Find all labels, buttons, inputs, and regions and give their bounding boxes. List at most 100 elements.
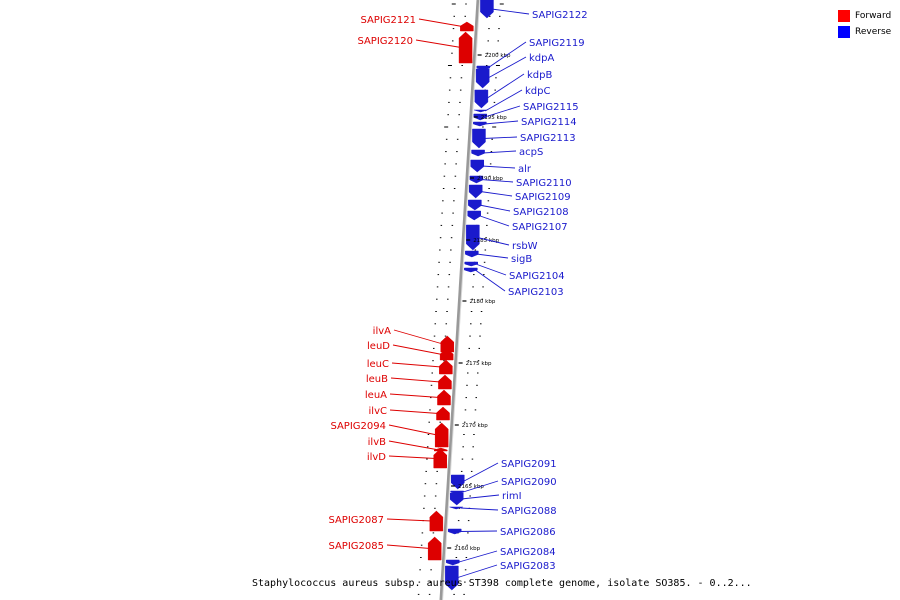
gene-label[interactable]: SAPIG2109 (515, 192, 571, 203)
gene-label[interactable]: SAPIG2122 (532, 10, 588, 21)
gene-label[interactable]: alr (518, 164, 532, 175)
gene-label[interactable]: leuB (366, 374, 388, 385)
gene-label[interactable]: rsbW (512, 241, 538, 252)
gene-sapig2086[interactable] (447, 528, 462, 535)
gene-label[interactable]: leuD (367, 341, 390, 352)
gene-alr[interactable] (470, 159, 485, 173)
scale-label: 2165 kbp (458, 484, 484, 490)
gene-sapig2114[interactable] (473, 121, 487, 127)
gene-sapig2121[interactable] (460, 21, 474, 32)
gene-label[interactable]: rimI (502, 491, 522, 502)
gene-label[interactable]: SAPIG2114 (521, 117, 577, 128)
gene-label[interactable]: SAPIG2108 (513, 207, 569, 218)
scale-label: 2160 kbp (454, 546, 480, 552)
gene-label[interactable]: SAPIG2121 (360, 15, 416, 26)
callout-line (415, 39, 462, 48)
gene-label[interactable]: SAPIG2094 (330, 421, 386, 432)
gene-sigb[interactable] (465, 250, 479, 258)
gene-leud[interactable] (439, 348, 454, 361)
callout-line (461, 480, 499, 493)
gene-rsbw[interactable] (466, 224, 480, 251)
gene-ilvc[interactable] (436, 406, 450, 421)
callout-line (491, 8, 530, 15)
gene-kdpc[interactable] (474, 109, 488, 113)
gene-label[interactable]: sigB (511, 254, 532, 265)
legend-label: Reverse (855, 26, 892, 37)
gene-sapig2087[interactable] (429, 510, 444, 532)
gene-label[interactable]: SAPIG2084 (500, 547, 556, 558)
gene-label[interactable]: leuC (367, 359, 389, 370)
gene-label[interactable]: kdpA (529, 53, 554, 64)
callout-line (390, 377, 441, 383)
gene-label[interactable]: kdpC (525, 86, 550, 97)
callout-line (462, 462, 499, 483)
gene-leub[interactable] (438, 374, 452, 390)
gene-label[interactable]: kdpB (527, 70, 552, 81)
gene-sapig2084[interactable] (446, 559, 460, 566)
gene-label[interactable]: SAPIG2119 (529, 38, 585, 49)
gene-sapig2094[interactable] (434, 422, 449, 448)
callout-line (457, 550, 498, 563)
genes (427, 0, 494, 591)
gene-label[interactable]: SAPIG2088 (501, 506, 557, 517)
gene-label[interactable]: SAPIG2083 (500, 561, 556, 572)
gene-sapig2122[interactable] (480, 0, 494, 19)
callout-line (393, 329, 443, 345)
gene-sapig2113[interactable] (472, 128, 486, 149)
callout-line (484, 105, 521, 118)
gene-sapig2109[interactable] (468, 184, 483, 199)
gene-label[interactable]: SAPIG2086 (500, 527, 556, 538)
gene-kdpb[interactable] (474, 89, 489, 109)
scale-label: 2200 kbp (485, 53, 511, 59)
callout-line (480, 179, 514, 183)
gene-rimi[interactable] (449, 492, 464, 506)
callout-line (386, 544, 431, 549)
gene-label[interactable]: SAPIG2107 (512, 222, 568, 233)
gene-leuc[interactable] (439, 359, 453, 375)
gene-sapig2120[interactable] (458, 31, 473, 64)
gene-ilvd[interactable] (433, 448, 447, 469)
callout-line (478, 215, 510, 227)
gene-sapig2107[interactable] (467, 210, 481, 221)
callout-line (392, 344, 443, 355)
gene-sapig2088[interactable] (449, 506, 463, 510)
scale-label: 2195 kbp (481, 115, 507, 121)
gene-acps[interactable] (471, 149, 485, 157)
callout-line (391, 362, 442, 368)
gene-label[interactable]: SAPIG2103 (508, 287, 564, 298)
map-caption: Staphylococcus aureus subsp. aureus ST39… (252, 578, 752, 589)
gene-sapig2103[interactable] (464, 267, 478, 273)
gene-label[interactable]: SAPIG2091 (501, 459, 557, 470)
gene-sapig2104[interactable] (464, 261, 478, 267)
gene-label[interactable]: SAPIG2120 (357, 36, 413, 47)
gene-label[interactable]: SAPIG2110 (516, 178, 572, 189)
gene-kdpa[interactable] (475, 68, 490, 89)
scale-label: 2185 kbp (473, 238, 499, 244)
callout-line (484, 89, 523, 112)
gene-label[interactable]: SAPIG2115 (523, 102, 579, 113)
gene-sapig2083[interactable] (445, 565, 459, 591)
gene-label[interactable]: ilvD (367, 452, 386, 463)
legend-item-forward[interactable]: Forward (838, 8, 900, 23)
gene-label[interactable]: SAPIG2090 (501, 477, 557, 488)
legend-item-reverse[interactable]: Reverse (838, 24, 900, 39)
legend: Forward Reverse (838, 8, 900, 40)
scale-label: 2190 kbp (477, 176, 503, 182)
gene-label[interactable]: SAPIG2113 (520, 133, 576, 144)
gene-label[interactable]: ilvB (368, 437, 386, 448)
gene-label[interactable]: ilvA (373, 326, 391, 337)
scale-label: 2175 kbp (466, 361, 492, 367)
callout-line (386, 518, 432, 522)
callout-line (480, 191, 513, 197)
callout-line (479, 204, 511, 212)
gene-label[interactable]: ilvC (369, 406, 387, 417)
gene-label[interactable]: SAPIG2085 (328, 541, 384, 552)
callout-line (477, 237, 510, 246)
scale-label: 2180 kbp (469, 299, 495, 305)
gene-label[interactable]: SAPIG2104 (509, 271, 565, 282)
gene-label[interactable]: SAPIG2087 (328, 515, 384, 526)
gene-label[interactable]: leuA (365, 390, 387, 401)
gene-label[interactable]: acpS (519, 147, 543, 158)
gene-sapig2085[interactable] (427, 536, 442, 561)
gene-sapig2108[interactable] (468, 199, 482, 211)
